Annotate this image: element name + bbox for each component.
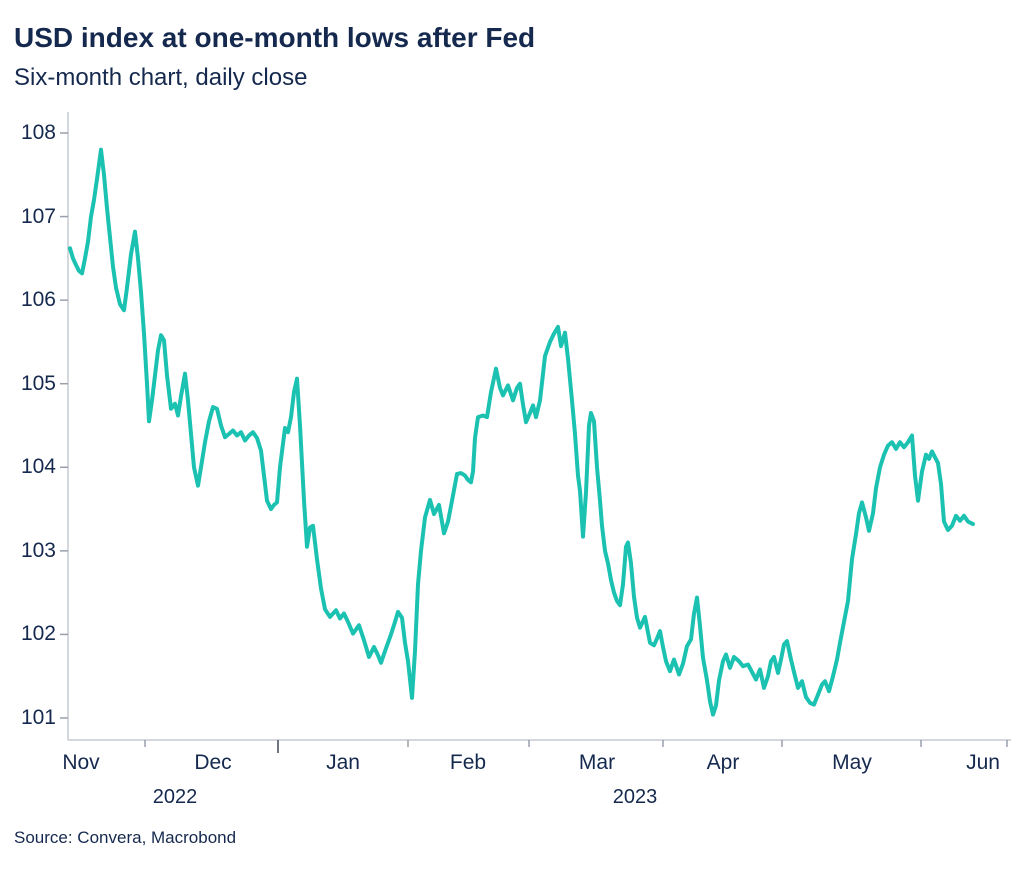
x-axis-month-label: Mar (578, 751, 616, 774)
x-axis-month-label: Dec (194, 751, 232, 774)
x-axis-month-label: Jun (966, 751, 1000, 774)
x-axis-year-label: 2023 (612, 786, 658, 808)
usd-index-series-line (68, 147, 975, 717)
y-axis-tick-label: 105 (20, 371, 56, 395)
x-axis-year-label: 2022 (152, 786, 198, 808)
x-axis-month-label: Nov (62, 751, 100, 774)
y-axis-tick-label: 103 (20, 538, 56, 562)
chart-subtitle: Six-month chart, daily close (14, 64, 308, 91)
x-axis-month-label: May (832, 751, 872, 774)
y-axis-tick-label: 104 (20, 455, 56, 479)
x-axis-month-label: Jan (326, 751, 360, 774)
source-note: Source: Convera, Macrobond (14, 828, 237, 847)
chart-title: USD index at one-month lows after Fed (14, 22, 536, 53)
x-axis-month-label: Apr (706, 751, 740, 774)
y-axis-tick-label: 106 (20, 288, 56, 312)
y-axis-tick-label: 101 (20, 705, 56, 729)
x-axis-month-label: Feb (449, 751, 487, 774)
usd-index-line-chart (60, 112, 1011, 753)
y-axis-tick-label: 102 (20, 622, 56, 646)
y-axis-tick-label: 107 (20, 204, 56, 228)
y-axis-tick-label: 108 (20, 121, 56, 144)
